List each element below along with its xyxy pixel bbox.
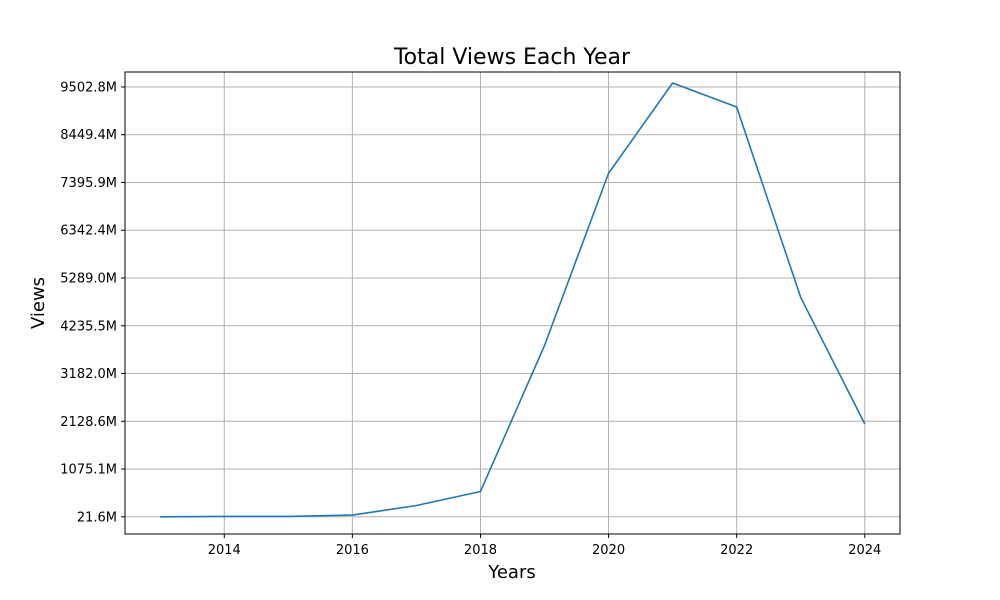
y-tick-label: 6342.4M [60, 224, 117, 239]
y-tick-label: 7395.9M [60, 176, 117, 191]
series-line [160, 82, 866, 518]
y-tick-label: 2128.6M [60, 415, 117, 430]
y-tick-label: 5289.0M [60, 271, 117, 286]
x-tick-label: 2016 [336, 543, 369, 558]
y-tick-label: 4235.5M [60, 319, 117, 334]
y-tick-label: 9502.8M [60, 80, 117, 95]
x-tick-label: 2018 [464, 543, 497, 558]
chart-title: Total Views Each Year [393, 45, 631, 70]
y-axis-label: Views [28, 277, 49, 329]
x-tick-label: 2022 [720, 543, 753, 558]
grid [125, 72, 900, 534]
y-tick-label: 21.6M [77, 510, 117, 525]
y-tick-label: 1075.1M [60, 463, 117, 478]
x-axis-ticks: 2014 2016 2018 2020 2022 2024 [208, 534, 881, 558]
y-tick-label: 3182.0M [60, 367, 117, 382]
x-tick-label: 2020 [592, 543, 625, 558]
y-tick-label: 8449.4M [60, 128, 117, 143]
series-layer [160, 82, 866, 518]
plot-area-frame [124, 71, 901, 535]
x-axis-label: Years [487, 562, 536, 583]
x-tick-label: 2014 [208, 543, 241, 558]
y-axis-ticks: 21.6M 1075.1M 2128.6M 3182.0M 4235.5M 5289.0M… [60, 80, 125, 525]
x-tick-label: 2024 [848, 543, 881, 558]
